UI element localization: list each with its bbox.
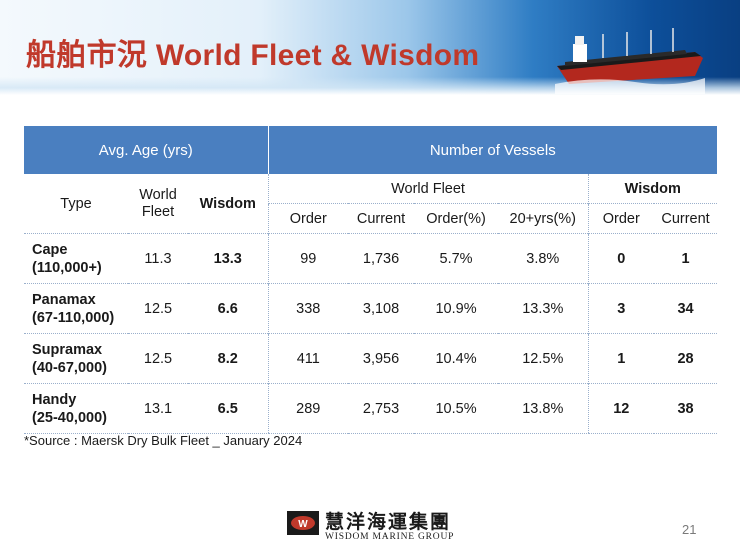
header-banner: 船舶市況 World Fleet & Wisdom [0, 0, 740, 95]
current-cell: 3,956 [348, 333, 415, 384]
type-cell: Supramax (40-67,000) [24, 333, 128, 384]
yrs20-pct-cell: 3.8% [498, 233, 589, 284]
logo-chinese-name: 慧洋海運集團 [325, 511, 452, 533]
current-cell: 1,736 [348, 233, 415, 284]
wisdom-order-cell: 3 [587, 283, 655, 334]
col-current-header: Current [348, 203, 415, 234]
order-pct-cell: 10.9% [414, 283, 499, 334]
col-wisdom-age-header: Wisdom [199, 195, 256, 212]
table-row: Panamax (67-110,000) 12.5 6.6 338 3,108 1… [24, 283, 718, 334]
type-cell: Cape (110,000+) [24, 233, 128, 284]
type-name: Panamax [32, 291, 96, 308]
age-world-cell: 13.1 [128, 383, 188, 434]
sub-header-row-2: Order Current Order(%) 20+yrs(%) Order C… [24, 203, 718, 234]
logo-emblem-icon: W [287, 511, 319, 535]
wisdom-current-cell: 1 [654, 233, 718, 284]
col-world-fleet-age-label: World Fleet [139, 186, 177, 220]
current-cell: 2,753 [348, 383, 415, 434]
order-pct-cell: 10.5% [414, 383, 499, 434]
order-pct-cell: 10.4% [414, 333, 499, 384]
type-name: Supramax [32, 341, 103, 358]
company-logo: W 慧洋海運集團 WISDOM MARINE GROUP [287, 505, 457, 545]
order-cell: 411 [267, 333, 349, 384]
col-20yrs-pct-header: 20+yrs(%) [498, 203, 589, 234]
type-cell: Handy (25-40,000) [24, 383, 128, 434]
age-wisdom-cell: 6.5 [188, 383, 269, 434]
col-world-fleet-age-header: World Fleet [128, 174, 188, 234]
source-note: *Source : Maersk Dry Bulk Fleet _ Januar… [24, 433, 303, 448]
col-type-header: Type [60, 195, 92, 212]
avg-age-header: Avg. Age (yrs) [24, 126, 269, 174]
page-title: 船舶市況 World Fleet & Wisdom [26, 39, 480, 72]
type-range: (110,000+) [32, 259, 102, 276]
yrs20-pct-cell: 12.5% [498, 333, 589, 384]
col-order-pct-header: Order(%) [414, 203, 499, 234]
type-name: Cape [32, 241, 68, 258]
age-wisdom-cell: 8.2 [188, 333, 269, 384]
table-row: Supramax (40-67,000) 12.5 8.2 411 3,956 1… [24, 333, 718, 384]
table-row: Cape (110,000+) 11.3 13.3 99 1,736 5.7% 3… [24, 233, 718, 284]
age-wisdom-cell: 13.3 [188, 233, 269, 284]
order-cell: 99 [267, 233, 349, 284]
wisdom-group-header: Wisdom [587, 174, 718, 204]
col-wisdom-order-header: Order [587, 203, 655, 234]
logo-emblem-letter: W [298, 519, 308, 530]
wisdom-order-cell: 12 [587, 383, 655, 434]
wisdom-current-cell: 28 [654, 333, 718, 384]
col-order-header: Order [267, 203, 349, 234]
logo-english-name: WISDOM MARINE GROUP [325, 532, 455, 542]
age-wisdom-cell: 6.6 [188, 283, 269, 334]
order-cell: 338 [267, 283, 349, 334]
fleet-table: Avg. Age (yrs) Number of Vessels Type Wo… [24, 126, 718, 434]
type-range: (67-110,000) [32, 309, 115, 326]
sub-header-row-1: Type World Fleet Wisdom World Fleet Wisd… [24, 174, 718, 220]
type-cell: Panamax (67-110,000) [24, 283, 128, 334]
wisdom-order-cell: 1 [587, 333, 655, 384]
col-wisdom-current-header: Current [654, 203, 718, 234]
page-number: 21 [682, 522, 697, 537]
wisdom-current-cell: 34 [654, 283, 718, 334]
wisdom-current-cell: 38 [654, 383, 718, 434]
age-world-cell: 12.5 [128, 333, 188, 384]
yrs20-pct-cell: 13.3% [498, 283, 589, 334]
yrs20-pct-cell: 13.8% [498, 383, 589, 434]
world-fleet-group-header: World Fleet [267, 174, 589, 204]
type-range: (25-40,000) [32, 409, 107, 426]
age-world-cell: 11.3 [128, 233, 188, 284]
table-row: Handy (25-40,000) 13.1 6.5 289 2,753 10.5… [24, 383, 718, 434]
order-pct-cell: 5.7% [414, 233, 499, 284]
type-name: Handy [32, 391, 77, 408]
current-cell: 3,108 [348, 283, 415, 334]
type-range: (40-67,000) [32, 359, 107, 376]
group-header-row: Avg. Age (yrs) Number of Vessels [24, 126, 718, 174]
number-of-vessels-header: Number of Vessels [268, 126, 718, 174]
order-cell: 289 [267, 383, 349, 434]
wisdom-order-cell: 0 [587, 233, 655, 284]
age-world-cell: 12.5 [128, 283, 188, 334]
ship-image [555, 28, 705, 94]
